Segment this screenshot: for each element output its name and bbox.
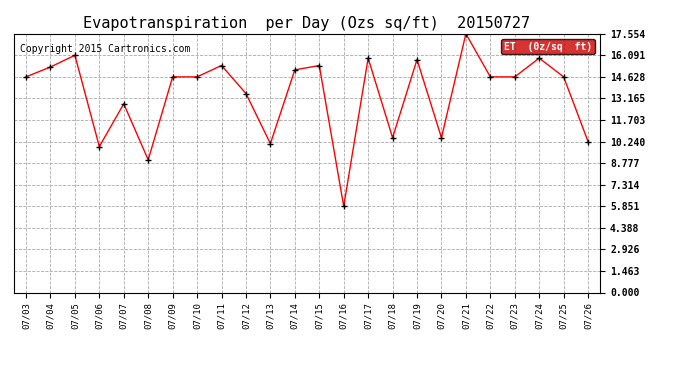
Text: Copyright 2015 Cartronics.com: Copyright 2015 Cartronics.com <box>19 44 190 54</box>
Legend: ET  (0z/sq  ft): ET (0z/sq ft) <box>502 39 595 54</box>
Title: Evapotranspiration  per Day (Ozs sq/ft)  20150727: Evapotranspiration per Day (Ozs sq/ft) 2… <box>83 16 531 31</box>
